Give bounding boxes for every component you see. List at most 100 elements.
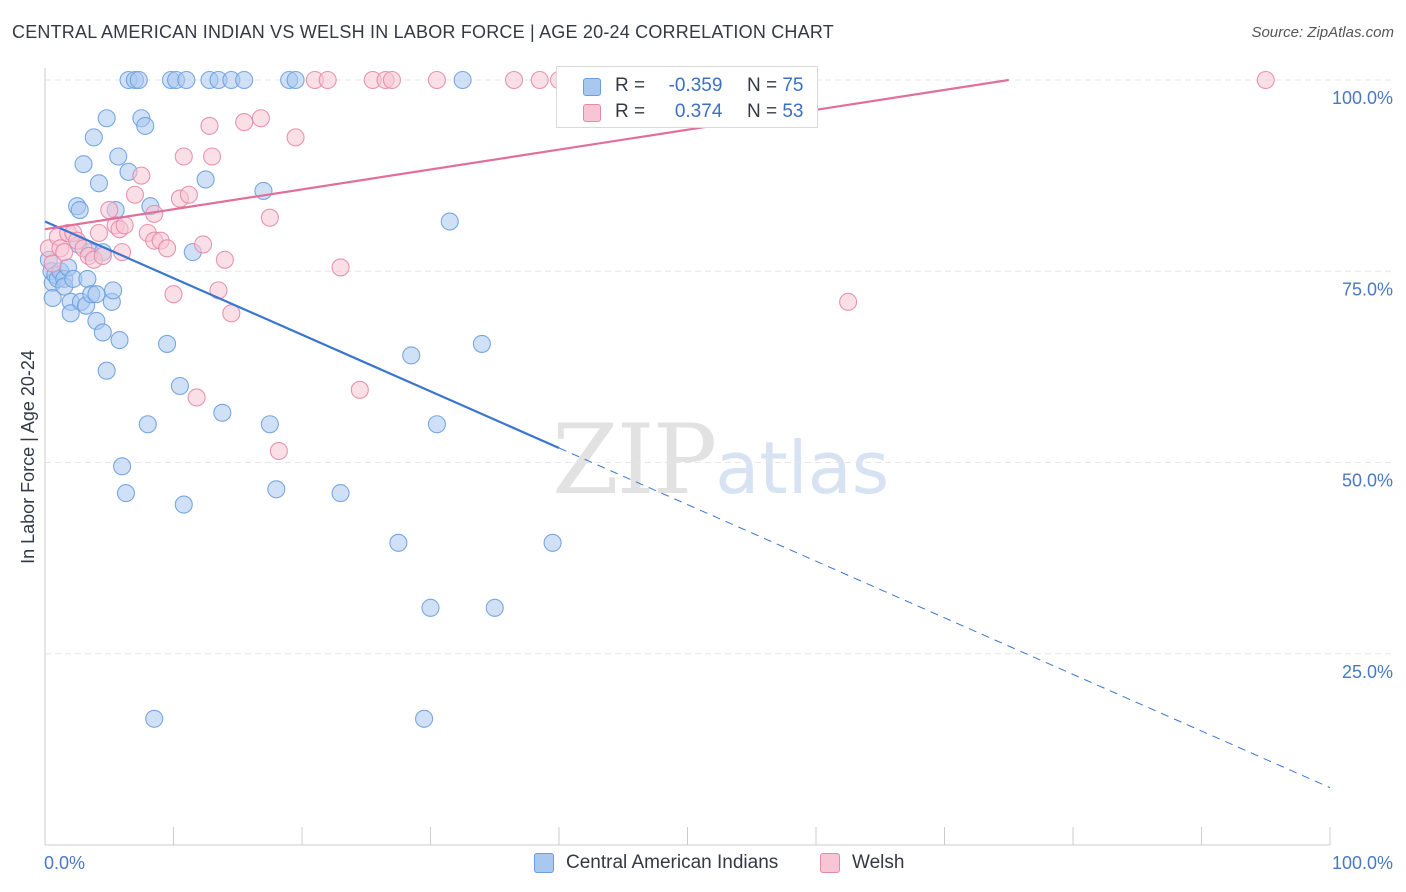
- data-point: [839, 292, 858, 311]
- axis-layer: 25.0% 50.0% 75.0% 100.0% 0.0% 100.0%: [44, 68, 1393, 873]
- data-point: [235, 70, 254, 90]
- r-label: R =: [615, 101, 646, 122]
- data-point: [194, 235, 213, 254]
- source-credit: Source: ZipAtlas.com: [1251, 24, 1394, 41]
- data-point: [427, 415, 446, 434]
- data-point: [109, 147, 128, 166]
- data-point: [74, 155, 93, 174]
- grid-layer: [45, 79, 1392, 655]
- data-point: [427, 70, 446, 90]
- data-point: [110, 331, 129, 350]
- legend-text: R = -0.359 N = 75: [615, 75, 803, 97]
- data-point: [472, 334, 491, 353]
- data-point: [174, 495, 193, 514]
- data-point: [78, 269, 97, 288]
- data-point: [382, 70, 402, 90]
- watermark-atlas: atlas: [715, 426, 890, 510]
- x-tick-label: 0.0%: [44, 853, 85, 873]
- data-point: [164, 285, 183, 304]
- data-point: [129, 70, 148, 90]
- data-point: [132, 166, 151, 185]
- data-point: [97, 109, 116, 128]
- data-point: [269, 441, 288, 461]
- n-value: 75: [782, 75, 804, 96]
- data-point: [43, 288, 62, 308]
- legend-swatch-pink: [820, 853, 840, 873]
- data-point: [203, 147, 222, 166]
- series-welsh: [39, 70, 1275, 461]
- data-point: [100, 201, 119, 220]
- r-value: -0.359: [668, 75, 723, 96]
- bottom-legend-item-welsh[interactable]: Welsh: [820, 852, 940, 878]
- n-value: 53: [782, 101, 804, 122]
- trend-layer: [44, 78, 1331, 789]
- data-point: [136, 116, 155, 135]
- data-point: [402, 346, 421, 365]
- data-point: [125, 185, 144, 204]
- data-point: [115, 216, 134, 235]
- data-point: [453, 70, 472, 90]
- y-axis-title: In Labor Force | Age 20-24: [18, 350, 38, 564]
- bottom-legend-label: Central American Indians: [566, 852, 779, 873]
- data-point: [158, 239, 177, 258]
- data-point: [543, 533, 562, 552]
- data-point: [116, 484, 136, 503]
- r-value: 0.374: [669, 101, 723, 122]
- data-point: [113, 457, 132, 476]
- trend-line-central-american-indians-projection: [558, 447, 1331, 789]
- r-label: R =: [615, 75, 646, 96]
- data-point: [196, 170, 215, 189]
- series-central-american-indians: [39, 70, 562, 728]
- data-point: [235, 113, 254, 132]
- data-point: [213, 403, 232, 422]
- y-tick-label: 25.0%: [1342, 662, 1393, 682]
- y-tick-label: 100.0%: [1332, 88, 1393, 108]
- data-point: [93, 323, 112, 342]
- data-point: [104, 281, 123, 300]
- data-point: [89, 174, 109, 193]
- data-point: [200, 116, 219, 135]
- data-point: [84, 128, 103, 147]
- data-point: [61, 304, 80, 323]
- data-point: [440, 212, 459, 231]
- data-point: [267, 480, 286, 499]
- chart-title: CENTRAL AMERICAN INDIAN VS WELSH IN LABO…: [12, 22, 834, 42]
- data-point: [389, 533, 408, 552]
- data-point: [138, 415, 157, 434]
- data-point: [1256, 70, 1275, 90]
- bottom-legend-item-central-american-indians[interactable]: Central American Indians: [534, 852, 804, 878]
- data-point: [43, 254, 62, 273]
- data-point: [215, 250, 234, 269]
- data-point: [485, 598, 504, 617]
- legend-row-central-american-indians: R = -0.359 N = 75: [557, 74, 817, 100]
- data-point: [286, 128, 305, 147]
- data-point: [318, 70, 337, 90]
- bottom-legend-label: Welsh: [852, 852, 905, 873]
- data-point: [530, 70, 549, 90]
- legend-row-welsh: R = 0.374 N = 53: [557, 100, 817, 126]
- data-point: [177, 70, 196, 90]
- data-point: [170, 376, 189, 396]
- data-point: [421, 598, 440, 617]
- watermark-zip: ZIP: [552, 404, 717, 516]
- data-point: [504, 70, 524, 90]
- data-point: [179, 185, 198, 204]
- legend-swatch-blue: [583, 78, 601, 96]
- watermark: ZIPatlas: [552, 404, 889, 516]
- n-label: N =: [746, 101, 778, 122]
- legend-swatch-pink: [583, 104, 601, 122]
- data-point: [350, 380, 369, 399]
- data-point: [187, 388, 206, 407]
- data-point: [145, 709, 164, 728]
- data-point: [251, 109, 270, 128]
- data-point: [415, 709, 434, 728]
- trend-line-welsh: [44, 78, 1009, 231]
- x-tick-label: 100.0%: [1332, 853, 1393, 873]
- data-point: [331, 258, 350, 277]
- points-layer: [39, 70, 1275, 728]
- y-tick-label: 50.0%: [1342, 471, 1393, 491]
- legend-swatch-blue: [534, 853, 554, 873]
- n-label: N =: [746, 75, 778, 96]
- trend-line-central-american-indians: [44, 220, 560, 449]
